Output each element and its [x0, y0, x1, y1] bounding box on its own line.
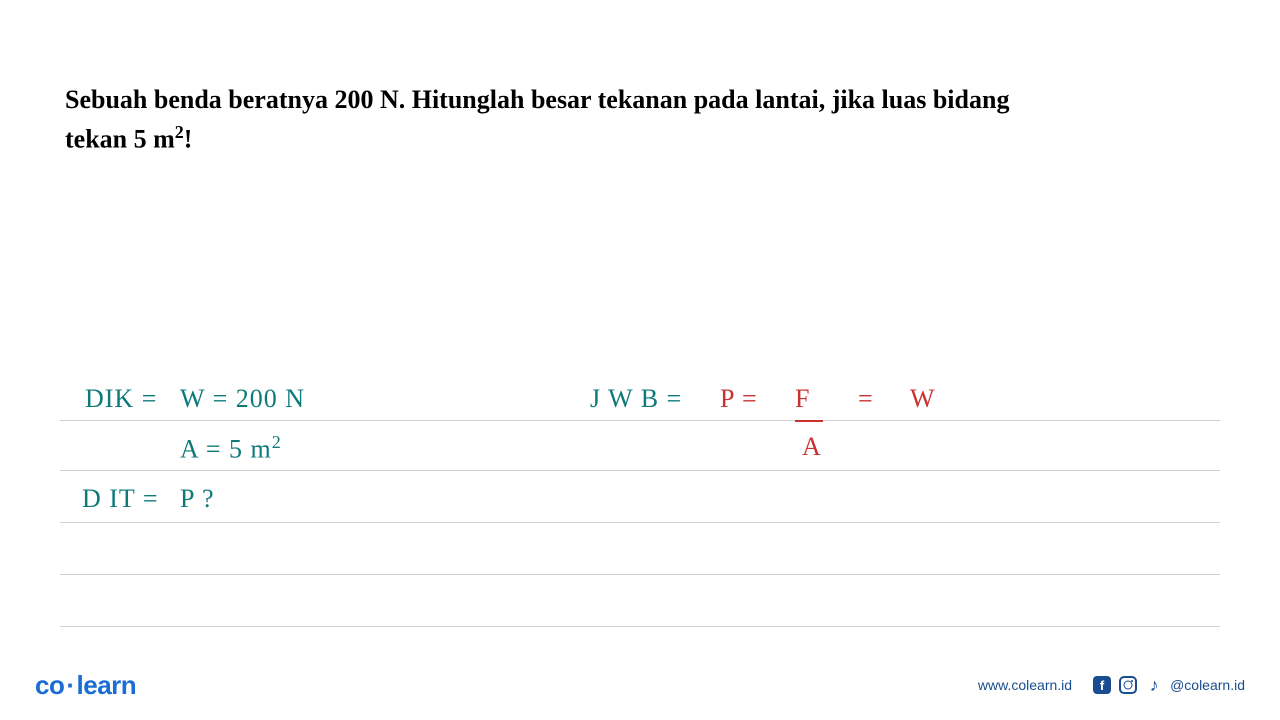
website-url: www.colearn.id	[978, 677, 1072, 693]
jwb-p-equals: P =	[720, 384, 758, 414]
jwb-force: F	[795, 384, 810, 414]
instagram-icon	[1118, 675, 1138, 695]
jwb-area: A	[802, 432, 822, 462]
footer-right: www.colearn.id f ♪ @colearn.id	[978, 675, 1245, 695]
ruled-line	[60, 522, 1220, 523]
question-text: Sebuah benda beratnya 200 N. Hitunglah b…	[65, 80, 1215, 159]
ruled-line	[60, 420, 1220, 421]
dik-label: DIK =	[85, 384, 157, 414]
fraction-line	[795, 420, 823, 422]
brand-logo: co·learn	[35, 670, 136, 701]
ruled-line	[60, 574, 1220, 575]
dik-area-prefix: A = 5 m	[180, 435, 272, 464]
ruled-line	[60, 626, 1220, 627]
fb-letter: f	[1093, 676, 1111, 694]
question-line2-suffix: !	[184, 125, 193, 154]
dik-area-sup: 2	[272, 432, 282, 452]
social-handle: @colearn.id	[1170, 677, 1245, 693]
footer: co·learn www.colearn.id f ♪ @colearn.id	[0, 665, 1280, 705]
logo-prefix: co	[35, 670, 64, 700]
logo-suffix: learn	[77, 670, 137, 700]
dik-area: A = 5 m2	[180, 432, 282, 465]
question-line1: Sebuah benda beratnya 200 N. Hitunglah b…	[65, 85, 1009, 114]
tiktok-icon: ♪	[1144, 675, 1164, 695]
dit-pressure: P ?	[180, 484, 215, 514]
jwb-weight: W	[910, 384, 936, 414]
facebook-icon: f	[1092, 675, 1112, 695]
jwb-equals2: =	[858, 384, 874, 414]
question-line2-sup: 2	[175, 122, 184, 142]
question-line2-prefix: tekan 5 m	[65, 125, 175, 154]
dik-weight: W = 200 N	[180, 384, 305, 414]
content-area: Sebuah benda beratnya 200 N. Hitunglah b…	[0, 0, 1280, 720]
jwb-label: J W B =	[590, 384, 682, 414]
handwriting-area: DIK = W = 200 N A = 5 m2 D IT = P ? J W …	[60, 370, 1220, 650]
ruled-line	[60, 470, 1220, 471]
social-icons: f ♪ @colearn.id	[1092, 675, 1245, 695]
dit-label: D IT =	[82, 484, 159, 514]
logo-dot: ·	[66, 670, 74, 700]
